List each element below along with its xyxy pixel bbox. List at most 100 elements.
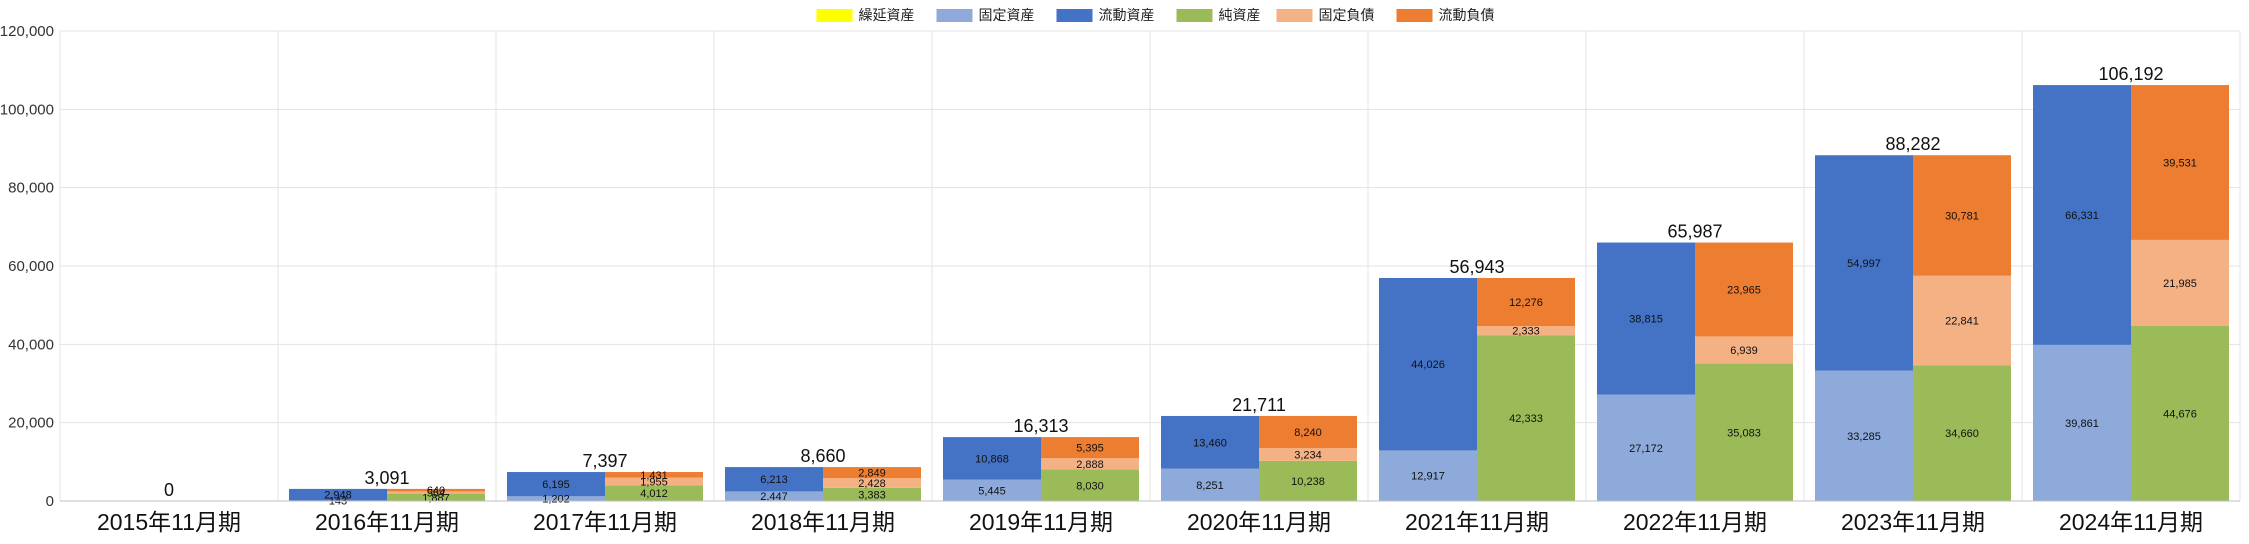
bar-segment-流動負債	[1695, 242, 1793, 337]
bar-segment-純資産	[1477, 335, 1575, 501]
segment-value-label: 564	[427, 488, 445, 500]
bar-segment-固定負債	[2131, 239, 2229, 327]
bar-segment-流動資産	[1379, 277, 1477, 451]
segment-value-label: 54,997	[1847, 258, 1881, 270]
bar-segment-流動資産	[289, 488, 387, 501]
segment-value-label: 39,861	[2065, 418, 2099, 430]
bar-segment-流動負債	[1913, 155, 2011, 276]
bar-segment-流動資産	[2033, 85, 2131, 345]
segment-value-label: 3,383	[858, 489, 886, 501]
y-tick-label: 40,000	[8, 336, 54, 353]
segment-value-label: 33,285	[1847, 431, 1881, 443]
segment-value-label: 2,333	[1512, 326, 1540, 338]
bar-segment-流動負債	[2131, 85, 2229, 240]
total-value-label: 88,282	[1885, 134, 1940, 154]
legend-item: 純資産	[1176, 7, 1261, 23]
segment-value-label: 13,460	[1193, 437, 1227, 449]
legend: 繰延資産 固定資産 流動資産 純資産 固定負債 流動負債	[816, 7, 1495, 23]
segment-value-label: 2,447	[760, 491, 788, 503]
legend-swatch	[1276, 9, 1313, 22]
legend-item: 固定資産	[936, 7, 1035, 23]
bar-segment-固定資産	[2033, 344, 2131, 501]
segment-value-label: 1,955	[640, 476, 668, 488]
bar-segment-流動資産	[943, 437, 1041, 480]
segment-value-label: 22,841	[1945, 316, 1979, 328]
x-tick-label: 2023年11月期	[1841, 509, 1985, 535]
bar-segment-流動負債	[823, 467, 921, 479]
bar-segment-固定負債	[823, 478, 921, 488]
segment-value-label: 6,939	[1730, 345, 1758, 357]
bar-segment-純資産	[1913, 365, 2011, 501]
bar-segment-固定資産	[943, 479, 1041, 501]
segment-value-label: 42,333	[1509, 413, 1543, 425]
bar-segment-流動負債	[1041, 437, 1139, 459]
grid-layer	[59, 30, 2241, 502]
bar-segment-固定負債	[605, 477, 703, 486]
x-tick-label: 2015年11月期	[97, 509, 241, 535]
bar-segment-流動負債	[605, 472, 703, 478]
bar-segment-固定負債	[1695, 336, 1793, 364]
legend-label: 固定資産	[979, 7, 1035, 23]
bar-layer	[289, 85, 2229, 501]
segment-value-label: 66,331	[2065, 210, 2099, 222]
segment-value-label: 39,531	[2163, 157, 2197, 169]
bar-segment-固定資産	[1161, 468, 1259, 501]
y-tick-label: 60,000	[8, 258, 54, 275]
segment-value-label: 10,238	[1291, 476, 1325, 488]
segment-value-label: 12,917	[1411, 471, 1445, 483]
segment-value-label: 1,202	[542, 494, 570, 506]
bar-segment-流動負債	[387, 488, 485, 492]
segment-value-label: 44,026	[1411, 359, 1445, 371]
legend-swatch	[1056, 9, 1093, 22]
segment-value-label: 21,985	[2163, 278, 2197, 290]
total-value-label: 8,660	[800, 446, 845, 466]
y-tick-label: 100,000	[0, 101, 54, 118]
bar-segment-純資産	[1041, 469, 1139, 501]
total-value-label: 3,091	[364, 468, 409, 488]
x-tick-label: 2022年11月期	[1623, 509, 1767, 535]
total-value-label: 21,711	[1232, 395, 1286, 415]
bar-segment-流動負債	[1259, 415, 1357, 449]
segment-value-label: 8,251	[1196, 480, 1224, 492]
segment-value-label: 3,234	[1294, 450, 1322, 462]
segment-value-label: 34,660	[1945, 428, 1979, 440]
legend-label: 固定負債	[1319, 7, 1375, 23]
x-tick-label: 2021年11月期	[1405, 509, 1549, 535]
legend-item: 流動資産	[1056, 7, 1155, 23]
bar-segment-固定資産	[1379, 450, 1477, 501]
bar-segment-固定負債	[1913, 275, 2011, 366]
y-tick-label: 0	[46, 493, 54, 510]
x-tick-label: 2018年11月期	[751, 509, 895, 535]
legend-label: 流動資産	[1099, 7, 1155, 23]
segment-value-label: 2,888	[1076, 459, 1104, 471]
bar-segment-固定負債	[387, 491, 485, 494]
segment-value-label: 12,276	[1509, 297, 1543, 309]
segment-value-label: 8,240	[1294, 427, 1322, 439]
bar-segment-流動資産	[507, 472, 605, 497]
segment-value-label: 35,083	[1727, 427, 1761, 439]
legend-swatch	[1176, 9, 1213, 22]
legend-label: 繰延資産	[859, 7, 915, 23]
x-tick-label: 2024年11月期	[2059, 509, 2203, 535]
total-value-label: 0	[164, 480, 174, 500]
segment-value-label: 5,445	[978, 485, 1006, 497]
bar-segment-固定負債	[1259, 448, 1357, 461]
bar-segment-純資産	[1695, 363, 1793, 501]
total-value-label: 106,192	[2098, 64, 2163, 84]
total-value-label: 65,987	[1667, 222, 1722, 242]
legend-item: 固定負債	[1276, 7, 1375, 23]
segment-value-label: 23,965	[1727, 284, 1761, 296]
legend-swatch	[816, 9, 853, 22]
bar-segment-純資産	[387, 493, 485, 501]
segment-value-label: 6,195	[542, 479, 570, 491]
bar-segment-固定資産	[507, 496, 605, 501]
total-value-label: 7,397	[582, 451, 627, 471]
segment-value-label: 640	[427, 485, 445, 497]
bar-segment-固定資産	[1815, 370, 1913, 501]
bar-segment-固定負債	[1041, 458, 1139, 470]
segment-value-label: 2,948	[324, 490, 352, 502]
segment-value-label: 2,849	[858, 468, 886, 480]
bar-segment-流動資産	[1597, 242, 1695, 395]
